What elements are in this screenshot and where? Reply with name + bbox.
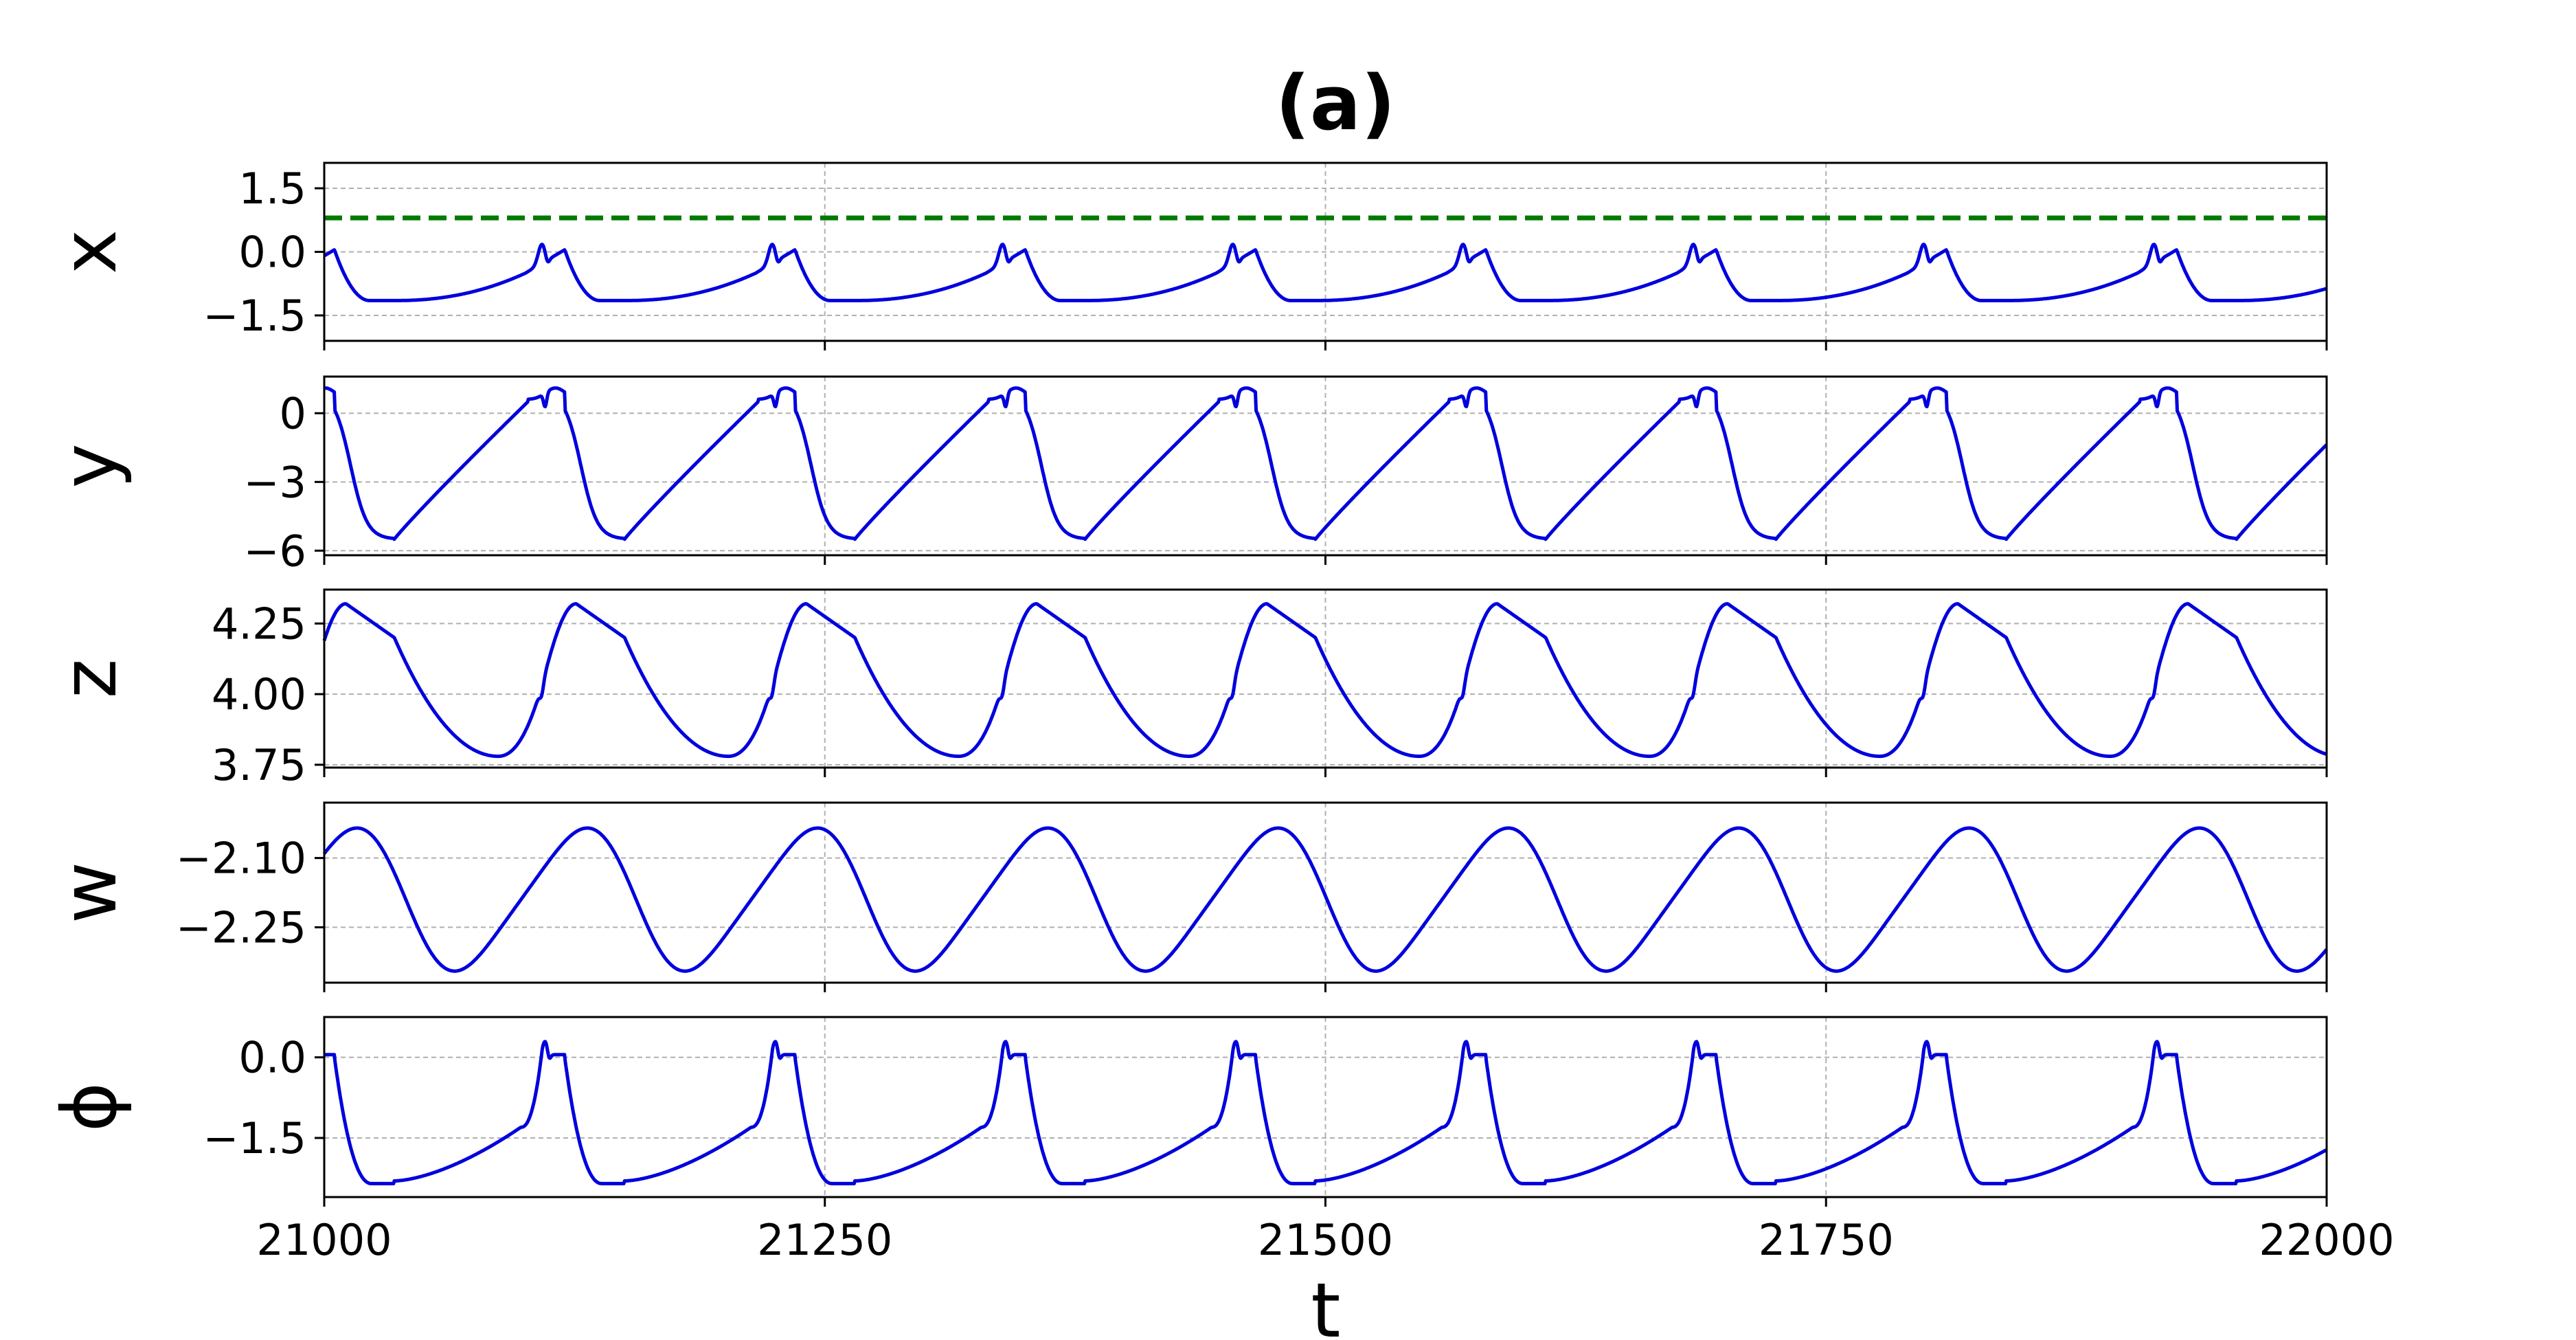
panel-5: −1.5 0.0 21000 21250 21500 21750 22000 ϕ xyxy=(45,1016,2395,1265)
panel-1: −1.5 0.0 1.5 x xyxy=(45,161,2328,350)
y-tick-label: −1.5 xyxy=(203,291,306,341)
y-tick-label: 1.5 xyxy=(238,164,306,214)
y-axis-label: y xyxy=(45,443,133,488)
series-line xyxy=(323,826,2328,973)
y-tick-label: −1.5 xyxy=(203,1113,306,1163)
x-tick-label: 21500 xyxy=(1258,1215,1393,1265)
x-tick-label: 21250 xyxy=(757,1215,892,1265)
y-axis-label: w xyxy=(45,862,133,924)
y-axis-label: ϕ xyxy=(45,1082,133,1132)
y-tick-label: 0.0 xyxy=(238,227,306,278)
x-axis-label: t xyxy=(1311,1266,1340,1340)
series-line xyxy=(323,243,2328,302)
panel-2: −6 −3 0 y xyxy=(45,375,2328,576)
y-tick-label: −6 xyxy=(244,526,306,576)
y-tick-label: −2.10 xyxy=(176,834,306,884)
series-line xyxy=(323,386,2328,541)
y-tick-label: 3.75 xyxy=(212,740,306,790)
y-tick-label: 4.00 xyxy=(212,669,306,719)
x-tick-label: 22000 xyxy=(2259,1215,2394,1265)
y-tick-label: −3 xyxy=(244,457,306,507)
y-tick-label: 4.25 xyxy=(212,599,306,649)
y-tick-label: 0 xyxy=(280,388,306,438)
y-tick-label: −2.25 xyxy=(176,902,306,952)
panels: −1.5 0.0 1.5 x −6 −3 0 y 3.75 4.00 4.25 z −2.25 −2.10… xyxy=(45,161,2395,1265)
x-tick-label: 21750 xyxy=(1759,1215,1894,1265)
y-axis-label: z xyxy=(45,659,133,699)
chart-title: (a) xyxy=(1276,59,1396,147)
panel-3: 3.75 4.00 4.25 z xyxy=(45,588,2328,790)
series-line xyxy=(323,1040,2328,1185)
panel-4: −2.25 −2.10 w xyxy=(45,801,2328,992)
y-tick-label: 0.0 xyxy=(238,1033,306,1083)
y-axis-label: x xyxy=(45,230,133,274)
x-tick-label: 21000 xyxy=(256,1215,392,1265)
series-line xyxy=(322,602,2328,759)
